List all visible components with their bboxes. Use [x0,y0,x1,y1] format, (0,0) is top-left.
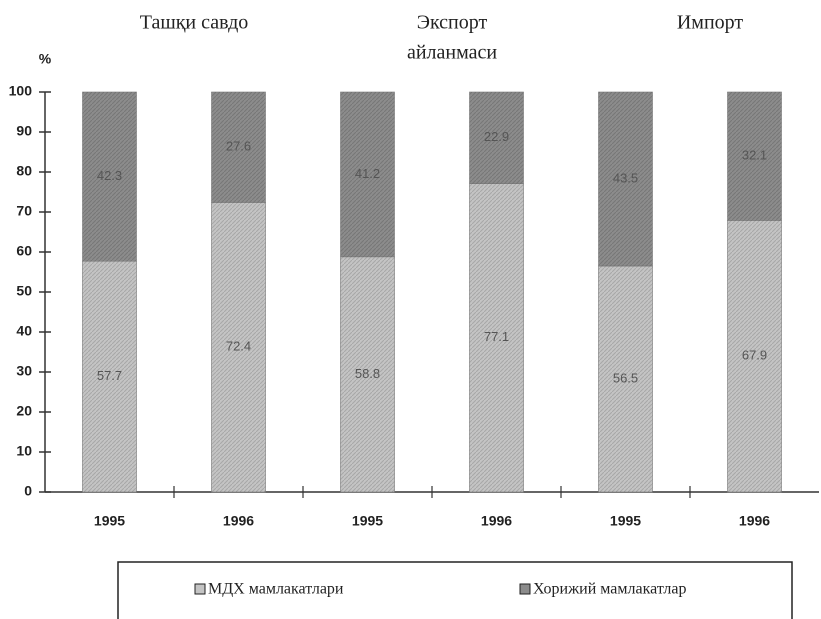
data-label: 56.5 [613,370,638,385]
group-title: Ташқи савдо [140,12,249,34]
y-tick-label: 90 [16,123,32,139]
bar-texture [727,92,782,221]
y-tick-label: 60 [16,243,32,259]
bar-texture [598,266,653,492]
bar-texture [340,92,395,257]
legend-swatch [519,583,531,595]
y-tick-label: 40 [16,323,32,339]
x-tick-label: 1995 [610,513,641,529]
legend-swatch [194,583,206,595]
y-axis-label: % [39,51,52,67]
y-tick-label: 100 [9,83,33,99]
x-tick-label: 1996 [223,513,254,529]
bar-texture [469,183,524,492]
x-tick-label: 1996 [739,513,770,529]
y-tick-label: 10 [16,443,32,459]
legend-box [117,561,793,619]
y-tick-label: 50 [16,283,32,299]
x-tick-label: 1995 [94,513,125,529]
y-tick-label: 30 [16,363,32,379]
data-label: 58.8 [355,366,380,381]
y-tick-label: 80 [16,163,32,179]
group-title: Экспорт [417,12,488,34]
data-label: 57.7 [97,368,122,383]
x-tick-label: 1996 [481,513,512,529]
bar-texture [211,92,266,203]
data-label: 41.2 [355,166,380,181]
data-label: 22.9 [484,129,509,144]
data-label: 67.9 [742,348,767,363]
data-label: 43.5 [613,170,638,185]
legend-label: Хорижий мамлакатлар [533,581,687,598]
data-label: 42.3 [97,168,122,183]
bar-texture [340,256,395,492]
group-title: Импорт [677,12,744,34]
data-label: 27.6 [226,139,251,154]
bar-texture [727,220,782,492]
data-label: 77.1 [484,329,509,344]
bar-texture [82,261,137,492]
y-tick-label: 70 [16,203,32,219]
group-title: айланмаси [407,42,497,64]
data-label: 32.1 [742,148,767,163]
legend-label: МДХ мамлакатлари [208,581,344,598]
bar-texture [469,92,524,184]
bar-texture [82,92,137,262]
bar-texture [211,202,266,492]
y-tick-label: 0 [24,483,32,499]
x-tick-label: 1995 [352,513,383,529]
data-label: 72.4 [226,339,251,354]
bar-texture [598,92,653,266]
y-tick-label: 20 [16,403,32,419]
